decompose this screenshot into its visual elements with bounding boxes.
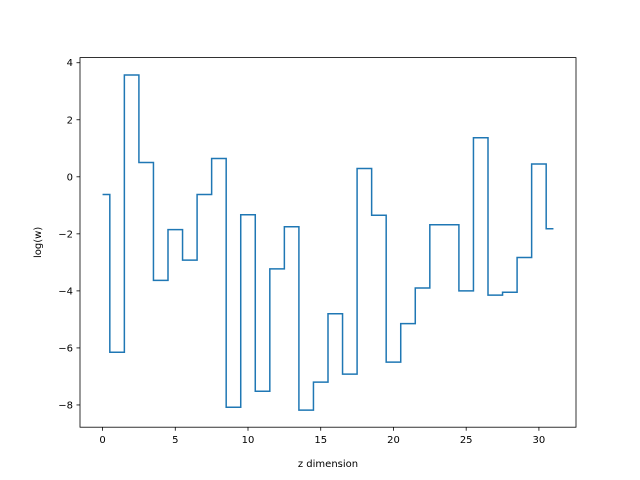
x-tick-label: 25 — [460, 435, 473, 446]
y-tick-label: 2 — [67, 115, 73, 126]
y-tick-label: −2 — [58, 229, 73, 240]
y-tick-label: 4 — [67, 58, 73, 69]
x-axis-label: z dimension — [298, 459, 358, 470]
x-tick-label: 0 — [99, 435, 105, 446]
x-tick-label: 15 — [314, 435, 327, 446]
x-tick-label: 30 — [533, 435, 546, 446]
x-tick-label: 5 — [172, 435, 178, 446]
y-axis: −8 −6 −4 −2 0 2 4 — [58, 58, 80, 411]
series-line-0 — [102, 74, 554, 411]
x-tick-label: 20 — [387, 435, 400, 446]
x-tick-label: 10 — [242, 435, 255, 446]
y-axis-label: log(w) — [33, 227, 44, 258]
x-axis: 0 5 10 15 20 25 30 — [99, 427, 545, 446]
y-tick-label: −6 — [58, 343, 73, 354]
y-tick-label: −4 — [58, 286, 73, 297]
plot-area — [102, 74, 554, 411]
axes-frame — [79, 57, 577, 428]
y-tick-label: −8 — [58, 400, 73, 411]
y-tick-label: 0 — [67, 172, 73, 183]
